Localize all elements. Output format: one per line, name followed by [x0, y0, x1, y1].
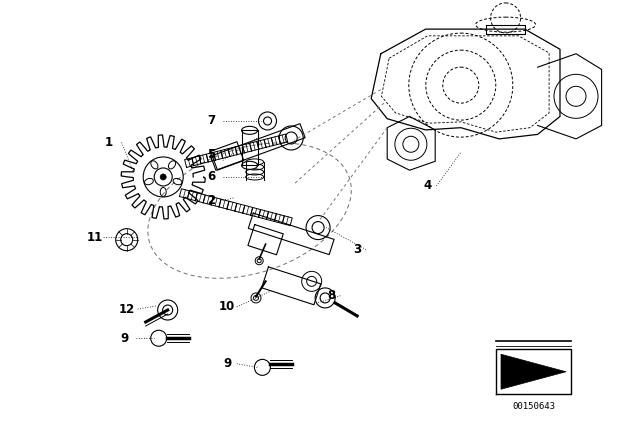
Text: 2: 2: [207, 194, 215, 207]
Polygon shape: [501, 354, 566, 389]
Text: 12: 12: [118, 302, 135, 316]
Text: 3: 3: [353, 243, 361, 256]
Text: 11: 11: [86, 231, 103, 244]
Text: 6: 6: [207, 170, 215, 184]
Text: 8: 8: [328, 289, 335, 302]
Circle shape: [160, 174, 166, 180]
Text: 4: 4: [424, 179, 431, 193]
Text: 9: 9: [223, 357, 231, 370]
Text: 9: 9: [121, 332, 129, 345]
Text: 5: 5: [207, 148, 215, 161]
Text: 7: 7: [207, 114, 215, 128]
Text: 1: 1: [105, 136, 113, 149]
Text: 10: 10: [219, 300, 236, 314]
Text: 00150643: 00150643: [512, 402, 555, 411]
Ellipse shape: [242, 161, 258, 169]
